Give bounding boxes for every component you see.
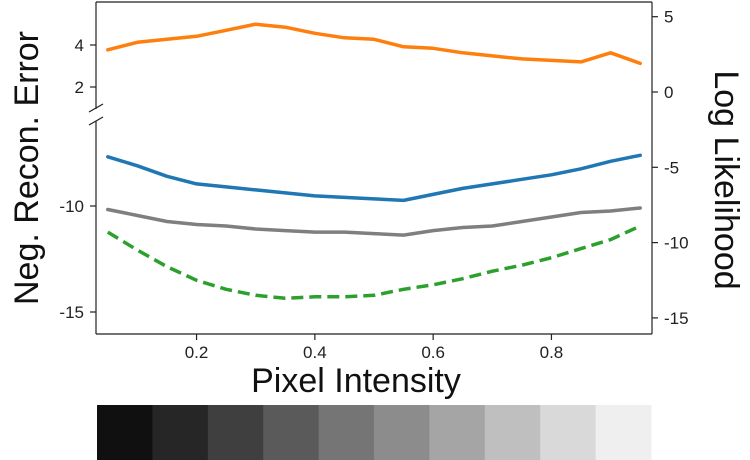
y-left-tick-label: 4 [75,36,84,55]
axis-break-mark [88,116,104,126]
y-right-tick-label: -15 [664,309,689,328]
series-line [106,206,642,237]
colorbar-swatch [318,405,375,460]
colorbar [97,405,652,460]
y-axis-title-left: Neg. Recon. Error [8,31,46,305]
colorbar-swatch [429,405,486,460]
colorbar-swatch [152,405,209,460]
colorbar-swatch [595,405,652,460]
ticks-layer: 0.2 0.4 0.6 0.8 2 4 -10 -15 5 0 -5 -10 -15 [59,8,688,362]
x-tick-label: 0.2 [185,343,209,362]
colorbar-swatch [97,405,153,460]
colorbar-swatch [484,405,541,460]
colorbar-swatch [374,405,430,460]
y-right-tick-label: -10 [664,234,689,253]
x-tick-label: 0.8 [540,343,564,362]
series-layer [106,22,642,301]
axis-break-mark [88,103,104,113]
colorbar-swatch [540,405,597,460]
series-line [106,22,642,66]
x-axis-title: Pixel Intensity [251,362,461,400]
y-right-tick-label: 5 [664,8,673,27]
y-right-tick-label: -5 [664,158,679,177]
series-line [106,224,641,301]
x-tick-label: 0.6 [421,343,445,362]
y-left-tick-label: -10 [59,197,84,216]
axes-layer [88,1,653,335]
y-left-tick-label: 2 [75,78,84,97]
series-line [106,153,642,203]
colorbar-swatch [207,405,264,460]
x-tick-label: 0.4 [303,343,327,362]
y-axis-title-right: Log Likelihood [707,70,745,289]
colorbar-swatch [263,405,320,460]
y-left-tick-label: -15 [59,303,84,322]
y-right-tick-label: 0 [664,83,673,102]
